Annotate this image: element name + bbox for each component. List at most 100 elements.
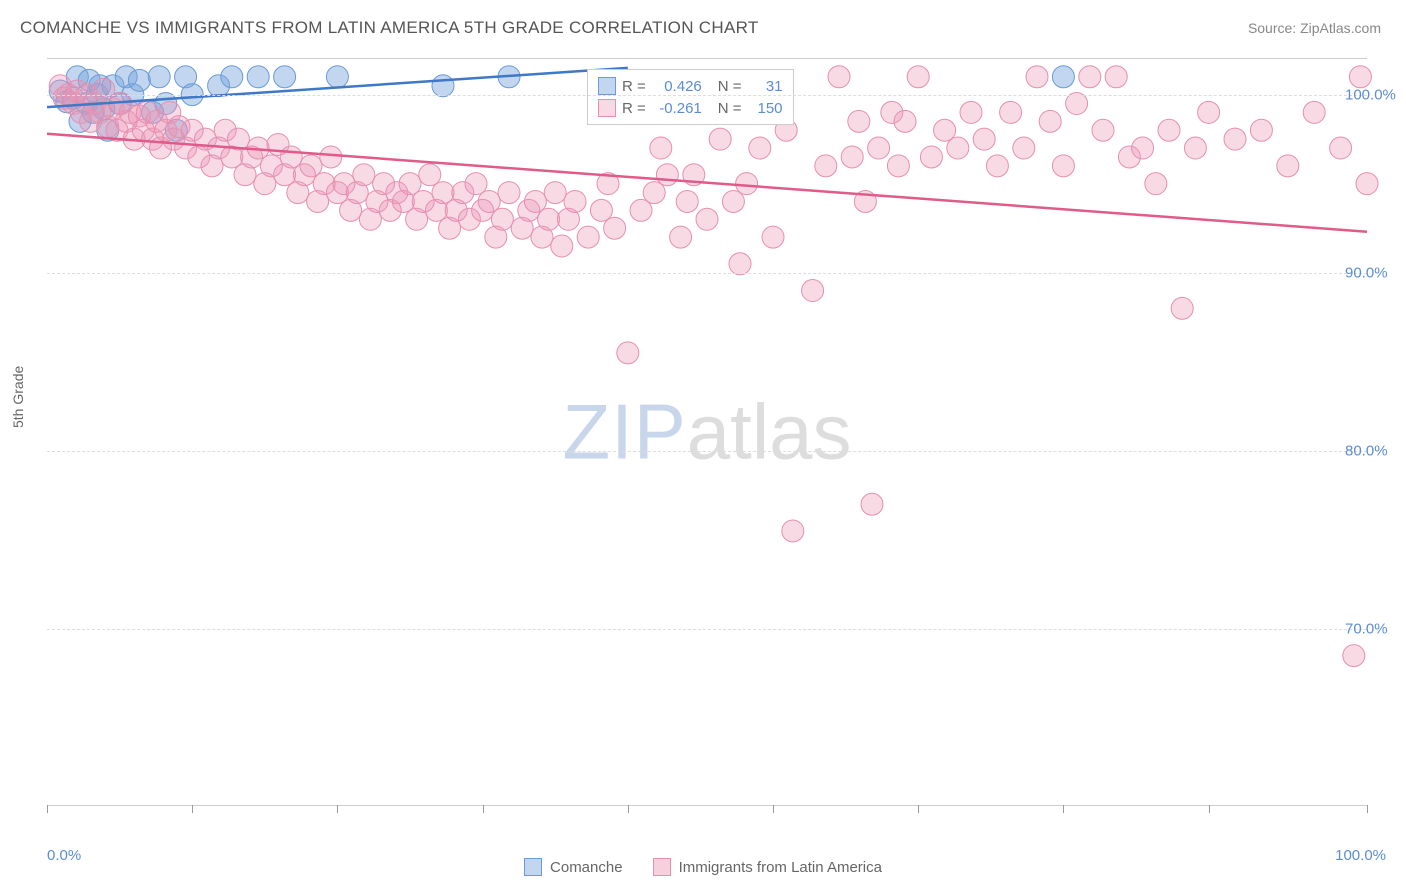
bottom-legend-item: Comanche [524,858,623,876]
data-point [986,155,1008,177]
data-point [498,182,520,204]
data-point [722,190,744,212]
data-point [848,110,870,132]
data-point [973,128,995,150]
data-point [1145,173,1167,195]
data-point [1052,66,1074,88]
data-point [419,164,441,186]
data-point [1356,173,1378,195]
data-point [274,66,296,88]
data-point [782,520,804,542]
stats-legend: R =0.426N =31R =-0.261N =150 [587,69,794,125]
data-point [861,493,883,515]
data-point [762,226,784,248]
data-point [709,128,731,150]
data-point [1039,110,1061,132]
bottom-legend: Comanche Immigrants from Latin America [0,858,1406,876]
data-point [465,173,487,195]
data-point [749,137,771,159]
data-point [643,182,665,204]
data-point [841,146,863,168]
data-point [280,146,302,168]
y-tick-label: 70.0% [1345,620,1405,637]
stats-legend-row: R =-0.261N =150 [598,97,783,119]
legend-swatch [598,77,616,95]
data-point [538,208,560,230]
data-point [432,182,454,204]
data-point [221,66,243,88]
data-point [524,190,546,212]
data-point [630,199,652,221]
legend-swatch [598,99,616,117]
legend-r-value: -0.261 [652,100,702,117]
legend-r-value: 0.426 [652,78,702,95]
x-tick [918,805,919,813]
legend-n-label: N = [718,78,742,95]
x-tick [1367,805,1368,813]
legend-n-label: N = [718,100,742,117]
data-point [650,137,672,159]
data-point [802,280,824,302]
data-point [551,235,573,257]
data-point [564,190,586,212]
y-axis-label: 5th Grade [10,366,26,428]
data-point [1250,119,1272,141]
x-tick [628,805,629,813]
data-point [1184,137,1206,159]
data-point [1092,119,1114,141]
x-tick [337,805,338,813]
data-point [1224,128,1246,150]
bottom-legend-item: Immigrants from Latin America [653,858,882,876]
gridline [47,629,1367,630]
data-point [960,101,982,123]
x-tick-label-left: 0.0% [47,847,81,864]
data-point [1052,155,1074,177]
data-point [1000,101,1022,123]
data-point [828,66,850,88]
data-point [1330,137,1352,159]
source-label: Source: ZipAtlas.com [1248,20,1381,36]
data-point [1303,101,1325,123]
data-point [894,110,916,132]
data-point [491,208,513,230]
data-point [1013,137,1035,159]
chart-title: COMANCHE VS IMMIGRANTS FROM LATIN AMERIC… [20,18,759,38]
data-point [544,182,566,204]
data-point [617,342,639,364]
x-tick [1063,805,1064,813]
data-point [1349,66,1371,88]
y-tick-label: 90.0% [1345,264,1405,281]
data-point [93,78,115,100]
legend-swatch [653,858,671,876]
data-point [670,226,692,248]
data-point [1066,93,1088,115]
data-point [1343,645,1365,667]
data-point [1277,155,1299,177]
y-tick-label: 80.0% [1345,442,1405,459]
x-tick [47,805,48,813]
data-point [868,137,890,159]
data-point [1171,297,1193,319]
data-point [736,173,758,195]
data-point [887,155,909,177]
data-point [590,199,612,221]
data-point [604,217,626,239]
gridline [47,451,1367,452]
data-point [1198,101,1220,123]
data-point [320,146,342,168]
legend-r-label: R = [622,78,646,95]
chart-plot-area: ZIPatlas R =0.426N =31R =-0.261N =150 70… [47,58,1367,806]
data-point [577,226,599,248]
x-tick [773,805,774,813]
data-point [656,164,678,186]
y-tick-label: 100.0% [1345,86,1405,103]
x-tick [1209,805,1210,813]
data-point [815,155,837,177]
x-tick [483,805,484,813]
data-point [478,190,500,212]
legend-label: Comanche [550,859,623,876]
data-point [148,66,170,88]
legend-n-value: 150 [748,100,783,117]
gridline [47,95,1367,96]
data-point [247,66,269,88]
